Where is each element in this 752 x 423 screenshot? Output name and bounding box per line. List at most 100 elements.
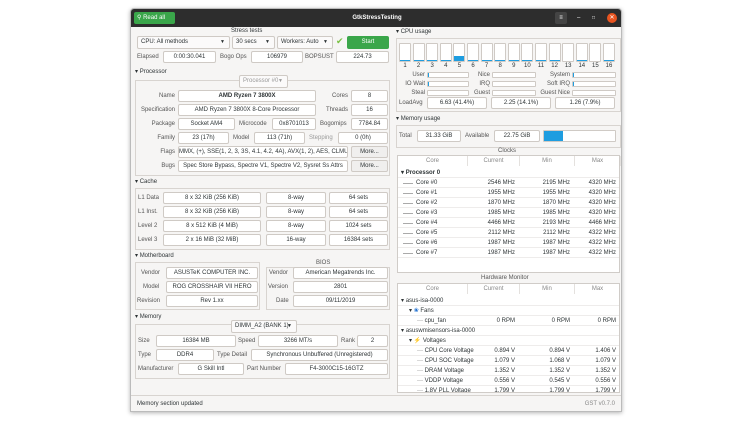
status-text: Memory section updated [137,401,203,407]
window-title: GtkStressTesting [352,15,402,21]
cpu-core-number: 8 [498,63,502,69]
cpu-stat-label: Nice [477,72,490,78]
minimize-button[interactable]: – [577,15,581,21]
cache-level-label: L1 Inst. [138,209,158,215]
cpu-core-bar [412,43,425,62]
method-dropdown[interactable]: CPU: All methods ▼ [137,36,230,49]
cpu-stat-bar [572,90,616,96]
hamburger-icon[interactable]: ≡ [555,12,567,24]
expander-icon[interactable]: ▾ [409,338,413,344]
column-header[interactable]: Max [575,284,619,294]
read-all-button[interactable]: ⚲ Read all [134,12,175,24]
column-header[interactable]: Core [398,284,468,294]
clock-row[interactable]: Core #1 1955 MHz 1955 MHz 4320 MHz [398,188,619,198]
cpu-stat-label: System [549,72,570,78]
elapsed-value: 0:00:30.041 [163,51,216,63]
microcode-value: 0x8701013 [272,118,316,130]
available-label: Available [465,133,490,139]
chevron-down-icon: ▼ [265,39,270,45]
hwmon-row[interactable]: ▾ asuswmisensors-isa-0000 [398,326,619,336]
hwmon-cur: 0 RPM [496,318,515,324]
close-button[interactable]: ✕ [607,13,617,23]
clock-core-name: Core #5 [416,230,438,236]
part-number-value: F4-3000C15-16GTZ [285,363,388,375]
hwmon-min: 0.894 V [549,348,570,354]
hwmon-min: 1.799 V [549,388,570,393]
hwmon-row[interactable]: ▾ ❀ Fans [398,306,619,316]
cpu-core-bar [480,43,493,62]
type-value: DDR4 [156,349,214,361]
memory-usage-expander[interactable]: ▾ Memory usage [396,116,441,122]
expander-icon[interactable]: ▾ [409,308,413,314]
cpu-stat-bar [427,81,469,87]
clock-row[interactable]: Core #6 1987 MHz 1987 MHz 4322 MHz [398,238,619,248]
clock-core-name: Core #7 [416,250,438,256]
cpu-core-fill [440,60,451,61]
elapsed-label: Elapsed [137,54,159,60]
memory-expander[interactable]: ▾ Memory [135,314,162,320]
column-header[interactable]: Core [398,156,468,166]
cache-ways-value: 8-way [266,220,326,232]
hwmon-row[interactable]: ▾ ⚡ Voltages [398,336,619,346]
clock-max: 4320 MHz [588,200,616,206]
bios-version-value: 2801 [293,281,388,293]
processor-dropdown[interactable]: Processor #0 ▼ [239,75,288,88]
cache-ways-value: 8-way [266,206,326,218]
flags-more-button[interactable]: More... [351,146,388,158]
clock-row[interactable]: Core #5 2112 MHz 2112 MHz 4322 MHz [398,228,619,238]
column-header[interactable]: Current [468,284,520,294]
speed-value: 3266 MT/s [258,335,338,347]
clock-row[interactable]: Core #3 1985 MHz 1985 MHz 4320 MHz [398,208,619,218]
column-header[interactable]: Max [575,156,621,166]
lightning-icon: ⚡ [413,338,422,344]
cpu-usage-expander[interactable]: ▾ CPU usage [396,29,432,35]
cpu-core-fill [508,60,519,61]
processor-expander[interactable]: ▾ Processor [135,69,167,75]
dimm-dropdown[interactable]: DIMM_A2 (BANK 1) ▼ [231,320,297,333]
hwmon-row[interactable]: — VDDP Voltage 0.556 V 0.545 V 0.556 V [398,376,619,386]
spec-value: AMD Ryzen 7 3800X 8-Core Processor [178,104,316,116]
cpu-stat-bar [492,81,536,87]
hwmon-row[interactable]: — CPU SOC Voltage 1.079 V 1.068 V 1.079 V [398,356,619,366]
clock-min: 1955 MHz [542,190,570,196]
start-button[interactable]: Start [347,36,389,49]
hwmon-row[interactable]: — CPU Core Voltage 0.894 V 0.894 V 1.406 V [398,346,619,356]
hwmon-max: 0 RPM [597,318,616,324]
hwmon-row[interactable]: ▾ asus-isa-0000 [398,296,619,306]
cpu-stat-bar [492,72,536,78]
motherboard-expander[interactable]: ▾ Motherboard [135,253,174,259]
hwmon-row[interactable]: — 1.8V PLL Voltage 1.799 V 1.799 V 1.799 V [398,386,619,393]
cpu-stat-bar [427,72,469,78]
column-header[interactable]: Min [520,284,575,294]
bios-version-label: Version [268,284,289,290]
clock-row[interactable]: Core #7 1987 MHz 1987 MHz 4322 MHz [398,248,619,258]
hwmon-row[interactable]: — cpu_fan 0 RPM 0 RPM 0 RPM [398,316,619,326]
cpu-core-number: 16 [605,63,613,69]
cpu-core-number: 9 [512,63,516,69]
bios-vendor-label: Vendor [269,270,289,276]
bugs-more-button[interactable]: More... [351,160,388,172]
expander-icon[interactable]: ▾ [401,328,405,334]
clock-min: 1870 MHz [542,200,570,206]
duration-dropdown[interactable]: 30 secs ▼ [232,36,275,49]
cache-level-label: L1 Data [138,195,160,201]
clock-row[interactable]: Core #0 2546 MHz 2195 MHz 4320 MHz [398,178,619,188]
clock-row[interactable]: Core #4 4466 MHz 2193 MHz 4466 MHz [398,218,619,228]
column-header[interactable]: Current [468,156,520,166]
column-header[interactable]: Min [520,156,575,166]
expander-icon[interactable]: ▾ [401,298,405,304]
package-value: Socket AM4 [178,118,235,130]
bogo-ops-label: Bogo Ops [220,54,247,60]
cache-expander[interactable]: ▾ Cache [135,179,158,185]
clock-row[interactable]: Core #2 1870 MHz 1870 MHz 4320 MHz [398,198,619,208]
hwmon-row[interactable]: — DRAM Voltage 1.352 V 1.352 V 1.352 V [398,366,619,376]
maximize-button[interactable]: □ [592,15,596,21]
cpu-stat-bar [572,72,616,78]
mb-vendor-label: Vendor [141,270,161,276]
memory-usage-bar [543,130,616,142]
processor-group-row[interactable]: ▾ Processor 0 [398,168,619,178]
cpu-stat-label: Soft IRQ [546,81,570,87]
cpu-core-fill [576,60,587,61]
clock-min: 2195 MHz [542,180,570,186]
workers-dropdown[interactable]: Workers: Auto ▼ [277,36,333,49]
